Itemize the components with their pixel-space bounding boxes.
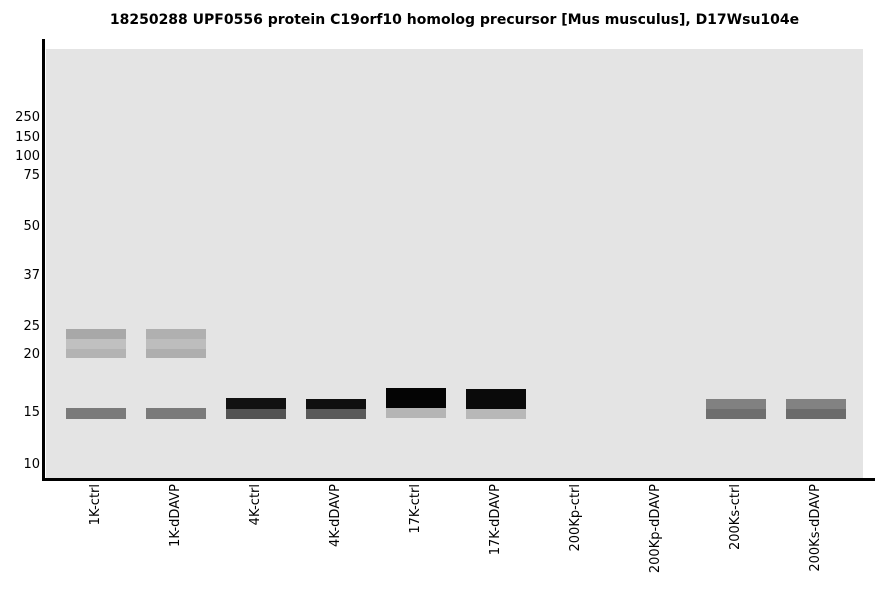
y-tick-label: 50 <box>23 219 40 234</box>
gel-band <box>466 389 526 409</box>
y-axis-line <box>42 39 45 481</box>
lane-label: 1K-ctrl <box>88 484 103 526</box>
gel-band <box>306 399 366 409</box>
y-tick-label: 10 <box>23 457 40 472</box>
lane-label: 200Kp-dDAVP <box>648 484 663 574</box>
gel-band <box>466 409 526 419</box>
gel-band <box>226 409 286 419</box>
lane-label: 200Ks-dDAVP <box>808 484 823 572</box>
lane-label: 1K-dDAVP <box>168 484 183 547</box>
gel-band <box>786 399 846 409</box>
gel-band <box>146 349 206 358</box>
y-tick-label: 15 <box>23 405 40 420</box>
x-axis-line <box>42 478 875 481</box>
lane-label: 17K-ctrl <box>408 484 423 534</box>
gel-band <box>66 408 126 419</box>
y-tick-label: 37 <box>23 268 40 283</box>
gel-band <box>66 339 126 349</box>
y-tick-label: 150 <box>15 130 40 145</box>
gel-band <box>146 339 206 349</box>
gel-band <box>146 408 206 419</box>
y-tick-label: 250 <box>15 110 40 125</box>
gel-band <box>386 408 446 418</box>
y-tick-label: 100 <box>15 149 40 164</box>
lane-label: 200Kp-ctrl <box>568 484 583 552</box>
lane-label: 17K-dDAVP <box>488 484 503 556</box>
gel-band <box>226 398 286 409</box>
gel-band <box>66 329 126 339</box>
figure-title: 18250288 UPF0556 protein C19orf10 homolo… <box>109 12 800 28</box>
y-tick-label: 75 <box>23 168 40 183</box>
lane-label: 200Ks-ctrl <box>728 484 743 551</box>
gel-band <box>706 409 766 419</box>
lane-label: 4K-ctrl <box>248 484 263 526</box>
lane-label: 4K-dDAVP <box>328 484 343 547</box>
gel-band <box>306 409 366 419</box>
gel-band <box>786 409 846 419</box>
y-tick-label: 25 <box>23 319 40 334</box>
gel-band <box>146 329 206 339</box>
gel-band <box>706 399 766 409</box>
gel-band <box>386 388 446 408</box>
y-tick-label: 20 <box>23 347 40 362</box>
gel-band <box>66 349 126 358</box>
